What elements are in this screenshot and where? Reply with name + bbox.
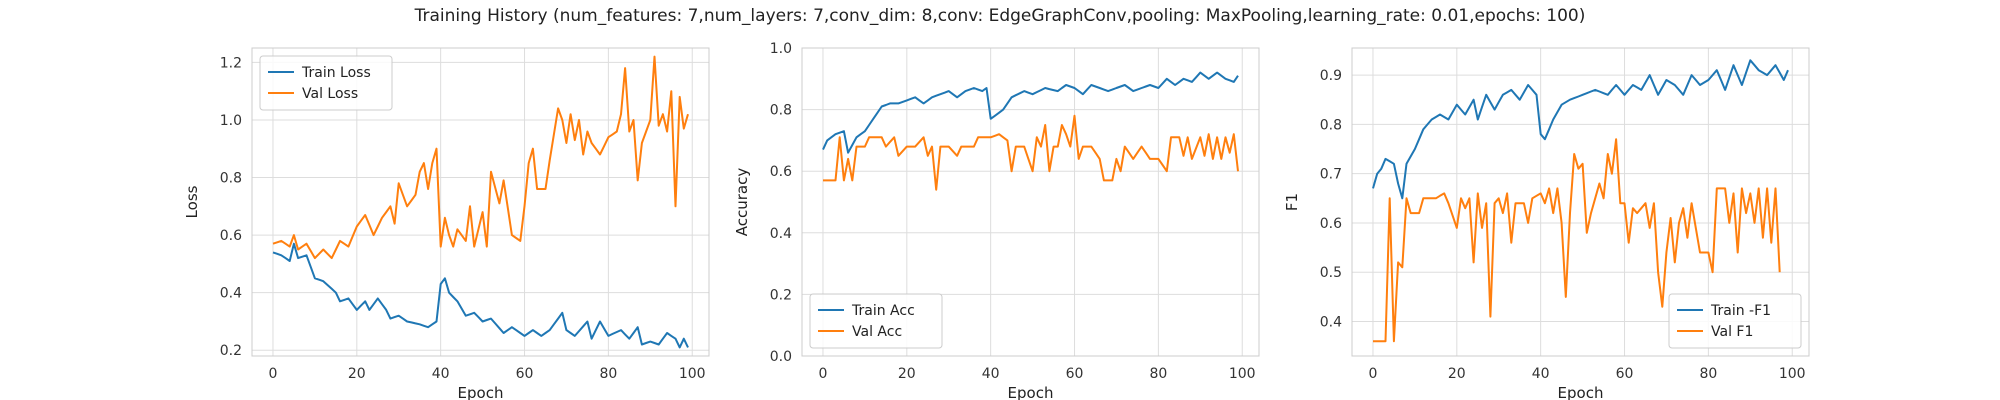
- x-axis-label: Epoch: [458, 384, 504, 400]
- x-tick-label: 60: [516, 366, 534, 382]
- series-line-train: [822, 71, 1239, 154]
- y-tick-label: 0.2: [220, 343, 242, 359]
- y-tick-label: 0.0: [770, 349, 792, 365]
- y-tick-label: 1.2: [220, 55, 242, 71]
- x-tick-label: 20: [1448, 366, 1466, 382]
- x-tick-label: 20: [348, 366, 366, 382]
- x-tick-label: 100: [1229, 366, 1256, 382]
- legend-entry: Train -F1: [1710, 303, 1771, 319]
- legend-box: [1668, 293, 1802, 349]
- x-tick-label: 80: [1699, 366, 1717, 382]
- legend-entry: Val F1: [1711, 324, 1753, 340]
- x-tick-label: 40: [432, 366, 450, 382]
- legend: Train Loss Val Loss: [259, 55, 393, 111]
- y-tick-label: 0.6: [770, 164, 792, 180]
- series-line-train: [1372, 59, 1789, 200]
- y-tick-label: 0.8: [770, 103, 792, 119]
- x-tick-label: 0: [819, 366, 828, 382]
- legend-entry: Train Acc: [851, 303, 915, 319]
- chart-loss: 0 20 40 60 80 100 0.2 0.4 0.6 0.8 1.0 1.2 Epoch Loss T…: [183, 47, 710, 400]
- x-tick-label: 60: [1066, 366, 1084, 382]
- legend-entry: Train Loss: [301, 65, 371, 81]
- x-axis-label: Epoch: [1558, 384, 1604, 400]
- y-axis-label: Loss: [183, 185, 201, 218]
- y-tick-label: 0.9: [1320, 68, 1342, 84]
- y-tick-label: 0.6: [220, 228, 242, 244]
- y-tick-label: 1.0: [770, 41, 792, 57]
- y-axis-label: F1: [1283, 193, 1301, 211]
- x-tick-label: 0: [269, 366, 278, 382]
- series-line-val: [272, 55, 689, 260]
- x-tick-label: 100: [679, 366, 706, 382]
- series-line-val: [823, 114, 1239, 191]
- series-line-val: [1373, 138, 1781, 343]
- y-tick-label: 0.7: [1320, 167, 1342, 183]
- y-axis-label: Accuracy: [733, 168, 751, 237]
- legend-box: [809, 293, 943, 349]
- chart-accuracy: 0 20 40 60 80 100 0.0 0.2 0.4 0.6 0.8 1.0 Epoch Accur…: [733, 41, 1260, 400]
- legend: Train Acc Val Acc: [809, 293, 943, 349]
- x-tick-label: 40: [982, 366, 1000, 382]
- y-tick-label: 0.2: [770, 287, 792, 303]
- x-axis-label: Epoch: [1008, 384, 1054, 400]
- legend-entry: Val Loss: [302, 86, 358, 102]
- y-tick-label: 1.0: [220, 113, 242, 129]
- series-line-train: [272, 242, 689, 349]
- legend-entry: Val Acc: [852, 324, 902, 340]
- y-tick-label: 0.8: [220, 171, 242, 187]
- y-tick-label: 0.5: [1320, 265, 1342, 281]
- x-tick-label: 20: [898, 366, 916, 382]
- y-tick-label: 0.4: [1320, 315, 1342, 331]
- x-tick-label: 80: [599, 366, 617, 382]
- y-tick-label: 0.8: [1320, 117, 1342, 133]
- x-tick-label: 80: [1149, 366, 1167, 382]
- x-tick-label: 0: [1369, 366, 1378, 382]
- legend: Train -F1 Val F1: [1668, 293, 1802, 349]
- y-tick-label: 0.4: [220, 286, 242, 302]
- figure-title: Training History (num_features: 7,num_la…: [414, 6, 1586, 26]
- y-tick-label: 0.6: [1320, 216, 1342, 232]
- plot-frame: [801, 47, 1260, 357]
- y-tick-label: 0.4: [770, 226, 792, 242]
- x-tick-label: 60: [1616, 366, 1634, 382]
- legend-box: [259, 55, 393, 111]
- x-tick-label: 40: [1532, 366, 1550, 382]
- chart-f1: 0 20 40 60 80 100 0.4 0.5 0.6 0.7 0.8 0.9 Epoch F1 Tra…: [1283, 47, 1810, 400]
- plot-frame: [1351, 47, 1810, 357]
- plot-frame: [251, 47, 710, 357]
- x-tick-label: 100: [1779, 366, 1806, 382]
